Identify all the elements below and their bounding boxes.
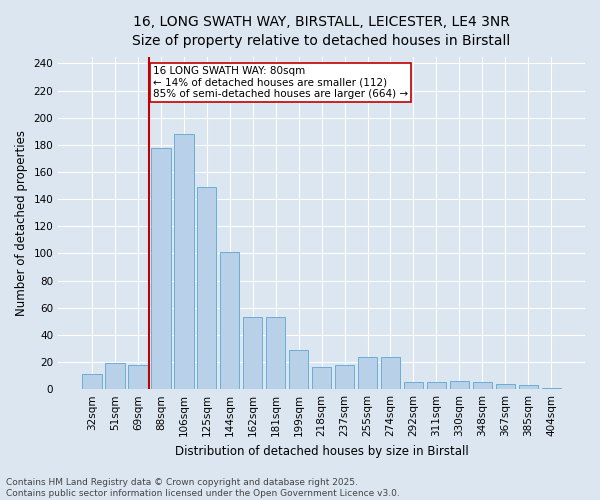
Bar: [312, 368, 331, 389]
X-axis label: Distribution of detached houses by size in Birstall: Distribution of detached houses by size …: [175, 444, 469, 458]
Bar: [151, 148, 170, 389]
Bar: [335, 364, 355, 389]
Bar: [518, 385, 538, 389]
Bar: [243, 317, 262, 389]
Bar: [404, 382, 423, 389]
Bar: [289, 350, 308, 389]
Bar: [381, 356, 400, 389]
Bar: [174, 134, 194, 389]
Bar: [449, 381, 469, 389]
Bar: [220, 252, 239, 389]
Bar: [473, 382, 492, 389]
Bar: [105, 364, 125, 389]
Title: 16, LONG SWATH WAY, BIRSTALL, LEICESTER, LE4 3NR
Size of property relative to de: 16, LONG SWATH WAY, BIRSTALL, LEICESTER,…: [133, 15, 511, 48]
Bar: [128, 364, 148, 389]
Text: Contains HM Land Registry data © Crown copyright and database right 2025.
Contai: Contains HM Land Registry data © Crown c…: [6, 478, 400, 498]
Bar: [266, 317, 286, 389]
Bar: [82, 374, 101, 389]
Bar: [542, 388, 561, 389]
Bar: [427, 382, 446, 389]
Bar: [197, 187, 217, 389]
Y-axis label: Number of detached properties: Number of detached properties: [15, 130, 28, 316]
Bar: [358, 356, 377, 389]
Text: 16 LONG SWATH WAY: 80sqm
← 14% of detached houses are smaller (112)
85% of semi-: 16 LONG SWATH WAY: 80sqm ← 14% of detach…: [153, 66, 408, 100]
Bar: [496, 384, 515, 389]
